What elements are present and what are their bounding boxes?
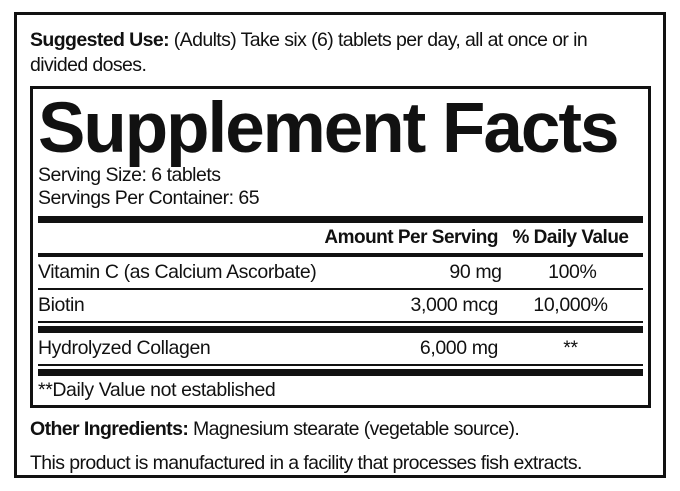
other-ingredients-text: Other Ingredients: Magnesium stearate (v…	[30, 417, 651, 441]
suggested-use-line2: divided doses.	[30, 54, 147, 76]
panel-title: Supplement Facts	[38, 89, 620, 168]
label-outer-frame: Suggested Use: (Adults) Take six (6) tab…	[14, 12, 666, 478]
nutrient-name: Vitamin C (as Calcium Ascorbate)	[38, 261, 317, 283]
servings-per-container: Servings Per Container: 65	[38, 187, 260, 209]
nutrient-name: Hydrolyzed Collagen	[38, 337, 211, 359]
suggested-use-text: Suggested Use: (Adults) Take six (6) tab…	[30, 28, 651, 78]
suggested-use-body: (Adults) Take six (6) tablets per day, a…	[168, 29, 588, 51]
nutrient-amount: 3,000 mcg	[410, 294, 499, 316]
other-ingredients-body: Magnesium stearate (vegetable source).	[188, 418, 520, 440]
suggested-use-line1: Suggested Use: (Adults) Take six (6) tab…	[30, 28, 651, 53]
header-divider-bar	[38, 253, 643, 257]
allergen-statement: This product is manufactured in a facili…	[30, 452, 582, 474]
other-ingredients-label: Other Ingredients:	[30, 418, 189, 440]
serving-size: Serving Size: 6 tablets	[38, 164, 221, 186]
nutrient-dv: 100%	[548, 261, 597, 283]
table-row: Hydrolyzed Collagen 6,000 mg **	[38, 333, 643, 366]
table-row: Vitamin C (as Calcium Ascorbate) 90 mg 1…	[38, 257, 643, 290]
table-row: Biotin 3,000 mcg 10,000%	[38, 290, 643, 323]
suggested-use-label: Suggested Use:	[30, 29, 170, 51]
section-bar-top	[38, 216, 643, 223]
nutrient-amount: 6,000 mg	[419, 337, 499, 359]
nutrient-amount: 90 mg	[449, 261, 502, 283]
section-bar-mid	[38, 326, 643, 333]
serving-info: Serving Size: 6 tablets Servings Per Con…	[38, 164, 643, 210]
daily-value-footnote: **Daily Value not established	[38, 378, 276, 401]
nutrient-dv: **	[563, 337, 578, 359]
header-amount-per-serving: Amount Per Serving	[324, 227, 498, 248]
table-header-row: Amount Per Serving % Daily Value	[38, 223, 643, 253]
section-bar-bottom	[38, 369, 643, 376]
nutrient-dv: 10,000%	[533, 294, 608, 316]
header-daily-value: % Daily Value	[512, 227, 629, 248]
nutrient-name: Biotin	[38, 294, 85, 316]
supplement-facts-panel: Supplement Facts Serving Size: 6 tablets…	[30, 86, 651, 408]
